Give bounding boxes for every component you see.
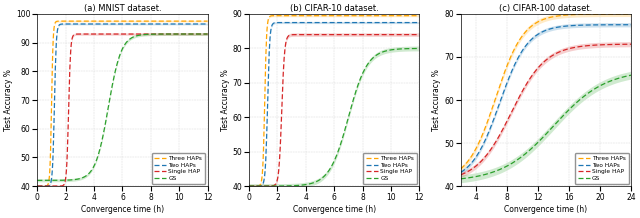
Title: (c) CIFAR-100 dataset.: (c) CIFAR-100 dataset. [499,4,593,13]
Title: (b) CIFAR-10 dataset.: (b) CIFAR-10 dataset. [290,4,379,13]
Y-axis label: Test Accuracy %: Test Accuracy % [4,69,13,131]
Legend: Three HAPs, Two HAPs, Single HAP, GS: Three HAPs, Two HAPs, Single HAP, GS [152,153,205,184]
Title: (a) MNIST dataset.: (a) MNIST dataset. [84,4,161,13]
Legend: Three HAPs, Two HAPs, Single HAP, GS: Three HAPs, Two HAPs, Single HAP, GS [364,153,417,184]
Legend: Three HAPs, Two HAPs, Single HAP, GS: Three HAPs, Two HAPs, Single HAP, GS [575,153,628,184]
X-axis label: Convergence time (h): Convergence time (h) [504,205,588,214]
Y-axis label: Test Accuracy %: Test Accuracy % [221,69,230,131]
X-axis label: Convergence time (h): Convergence time (h) [81,205,164,214]
X-axis label: Convergence time (h): Convergence time (h) [292,205,376,214]
Y-axis label: Test Accuracy %: Test Accuracy % [433,69,442,131]
